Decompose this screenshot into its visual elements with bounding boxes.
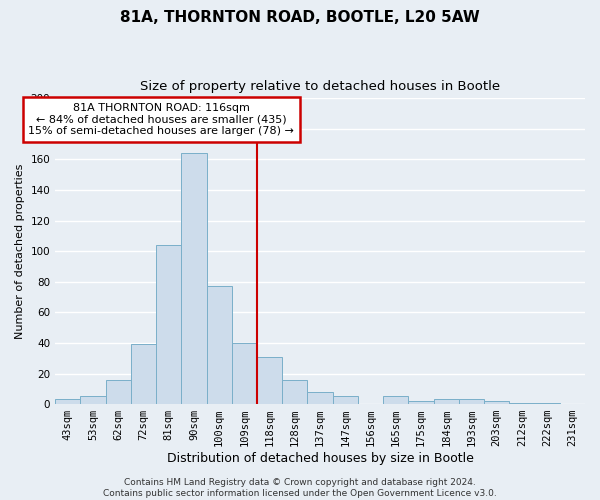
Bar <box>181 154 206 404</box>
Bar <box>80 396 106 404</box>
Bar <box>131 344 156 404</box>
Bar <box>307 392 332 404</box>
Bar <box>106 380 131 404</box>
Bar <box>156 245 181 404</box>
Bar <box>332 396 358 404</box>
Bar <box>434 400 459 404</box>
Text: 81A THORNTON ROAD: 116sqm
← 84% of detached houses are smaller (435)
15% of semi: 81A THORNTON ROAD: 116sqm ← 84% of detac… <box>28 103 294 136</box>
Bar <box>282 380 307 404</box>
Text: Contains HM Land Registry data © Crown copyright and database right 2024.
Contai: Contains HM Land Registry data © Crown c… <box>103 478 497 498</box>
Bar <box>383 396 409 404</box>
Bar <box>409 401 434 404</box>
Bar <box>206 286 232 404</box>
Bar <box>459 400 484 404</box>
Text: 81A, THORNTON ROAD, BOOTLE, L20 5AW: 81A, THORNTON ROAD, BOOTLE, L20 5AW <box>120 10 480 25</box>
Bar <box>509 402 535 404</box>
X-axis label: Distribution of detached houses by size in Bootle: Distribution of detached houses by size … <box>167 452 473 465</box>
Title: Size of property relative to detached houses in Bootle: Size of property relative to detached ho… <box>140 80 500 93</box>
Bar <box>232 343 257 404</box>
Bar <box>55 400 80 404</box>
Y-axis label: Number of detached properties: Number of detached properties <box>15 164 25 339</box>
Bar <box>535 402 560 404</box>
Bar <box>484 401 509 404</box>
Bar <box>257 356 282 404</box>
